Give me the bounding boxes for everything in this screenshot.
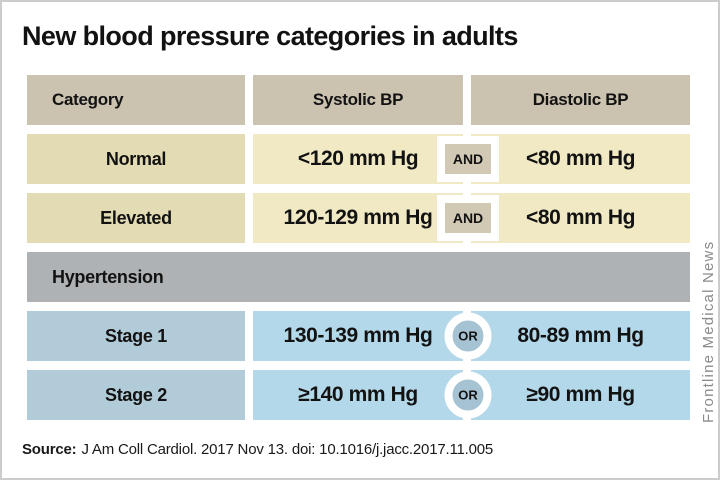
diastolic-cell: <80 mm Hg	[471, 134, 690, 184]
category-cell: Elevated	[27, 193, 245, 243]
diastolic-cell: 80-89 mm Hg	[471, 311, 690, 361]
systolic-cell: <120 mm Hg	[253, 134, 463, 184]
table-row-elevated: Elevated 120-129 mm Hg <80 mm Hg AND	[27, 193, 690, 243]
and-connector-badge: AND	[437, 195, 499, 241]
bp-table: Category Systolic BP Diastolic BP Normal…	[27, 75, 690, 429]
or-connector-badge: OR	[444, 371, 492, 419]
table-section-row-hypertension: Hypertension	[27, 252, 690, 302]
category-cell: Normal	[27, 134, 245, 184]
source-label: Source:	[22, 441, 77, 458]
header-systolic: Systolic BP	[253, 75, 463, 125]
systolic-cell: 120-129 mm Hg	[253, 193, 463, 243]
source-citation: Source: J Am Coll Cardiol. 2017 Nov 13. d…	[22, 441, 493, 458]
header-category: Category	[27, 75, 245, 125]
and-connector-badge: AND	[437, 136, 499, 182]
table-row-normal: Normal <120 mm Hg <80 mm Hg AND	[27, 134, 690, 184]
category-cell: Stage 2	[27, 370, 245, 420]
table-row-stage1: Stage 1 130-139 mm Hg 80-89 mm Hg OR	[27, 311, 690, 361]
header-diastolic: Diastolic BP	[471, 75, 690, 125]
source-text: J Am Coll Cardiol. 2017 Nov 13. doi: 10.…	[81, 441, 494, 458]
section-label: Hypertension	[27, 252, 690, 302]
page-title: New blood pressure categories in adults	[22, 21, 518, 51]
systolic-cell: ≥140 mm Hg	[253, 370, 463, 420]
diastolic-cell: ≥90 mm Hg	[471, 370, 690, 420]
diastolic-cell: <80 mm Hg	[471, 193, 690, 243]
or-connector-badge: OR	[444, 312, 492, 360]
category-cell: Stage 1	[27, 311, 245, 361]
systolic-cell: 130-139 mm Hg	[253, 311, 463, 361]
table-header-row: Category Systolic BP Diastolic BP	[27, 75, 690, 125]
table-row-stage2: Stage 2 ≥140 mm Hg ≥90 mm Hg OR	[27, 370, 690, 420]
publisher-credit-vertical: Frontline Medical News	[700, 240, 717, 423]
